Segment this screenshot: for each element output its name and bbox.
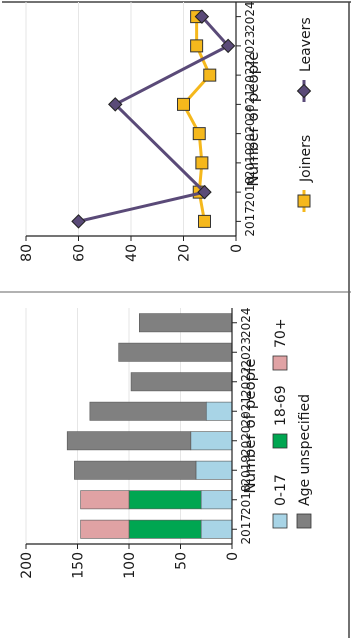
line-point-joiners [192, 127, 206, 141]
bar-y-tick-label: 150 [71, 552, 87, 579]
line-x-tick-label: 2020 [243, 118, 257, 149]
bar-segment [200, 519, 233, 539]
line-y-tick-label: 0 [229, 244, 245, 253]
bar-legend-swatch [272, 355, 288, 371]
bar-y-tick-label: 100 [122, 552, 138, 579]
line-x-tick-label: 2019 [243, 148, 257, 179]
bar-segment [200, 490, 233, 510]
bar-segment [80, 490, 130, 510]
line-legend-marker [296, 83, 312, 99]
bar-segment [139, 313, 233, 333]
bar-segment [118, 342, 233, 362]
bar-segment [130, 372, 233, 392]
line-point-leavers [194, 9, 210, 24]
line-point-joiners [198, 214, 211, 228]
line-chart-panel: 0 20 40 60 80 2017201820192020202120222023202… [19, 1, 314, 261]
line-y-tick-label: 60 [72, 244, 88, 262]
line-y-tick-label: 20 [177, 244, 193, 262]
line-point-leavers [108, 97, 123, 112]
bar-legend-label: Age unspecified [297, 394, 313, 506]
bar-x-tick-label: 2019 [239, 455, 253, 486]
line-point-joiners [177, 97, 190, 111]
line-x-tick-label: 2021 [243, 89, 257, 120]
line-point-joiners [190, 39, 204, 53]
line-legend-marker [297, 194, 311, 208]
line-x-tick-label: 2022 [243, 60, 257, 91]
bar-chart-panel: 0 50 100 150 200 2017201820192020202120222023… [19, 307, 313, 578]
bar-y-tick-label: 200 [19, 552, 35, 579]
bar-segment [128, 519, 202, 539]
bar-segment [66, 431, 192, 451]
bar-x-tick-label: 2017 [239, 514, 253, 545]
bar-legend-label: 18-69 [273, 385, 289, 426]
bar-segment [74, 460, 197, 480]
bar-y-axis-title: Number of people [241, 358, 259, 493]
bar-segment [89, 401, 207, 421]
bar-legend-swatch [272, 433, 288, 449]
bar-segment [205, 401, 233, 421]
bar-y-tick-label: 0 [225, 552, 241, 561]
line-x-tick-label: 2024 [243, 1, 257, 32]
line-x-tick-label: 2017 [243, 206, 257, 237]
bar-x-tick-label: 2018 [239, 484, 253, 515]
line-x-tick-label: 2018 [243, 177, 257, 208]
line-legend-label: Leavers [298, 17, 314, 72]
line-point-leavers [71, 214, 86, 229]
bar-x-tick-label: 2021 [239, 396, 253, 427]
bar-segment [80, 519, 130, 539]
bar-x-tick-label: 2020 [239, 425, 253, 456]
line-legend-label: Joiners [298, 135, 314, 183]
line-x-tick-label: 2023 [243, 31, 257, 62]
line-point-joiners [195, 156, 209, 170]
bar-x-tick-label: 2023 [239, 337, 253, 368]
line-point-joiners [203, 68, 217, 82]
bar-legend-swatch [272, 513, 288, 529]
bar-legend-label: 70+ [273, 318, 289, 348]
line-point-leavers [197, 184, 212, 200]
line-y-tick-label: 40 [124, 244, 140, 262]
line-y-axis-title: Number of people [244, 51, 262, 186]
bar-y-tick-label: 50 [174, 552, 190, 570]
bar-x-tick-label: 2024 [239, 307, 253, 338]
bar-segment [190, 431, 233, 451]
bar-segment [128, 490, 202, 510]
line-point-leavers [220, 38, 236, 54]
bar-legend-swatch [296, 513, 312, 529]
bar-segment [195, 460, 233, 480]
bar-x-tick-label: 2022 [239, 366, 253, 397]
bar-legend-label: 0-17 [273, 474, 289, 506]
line-y-tick-label: 80 [19, 244, 35, 262]
